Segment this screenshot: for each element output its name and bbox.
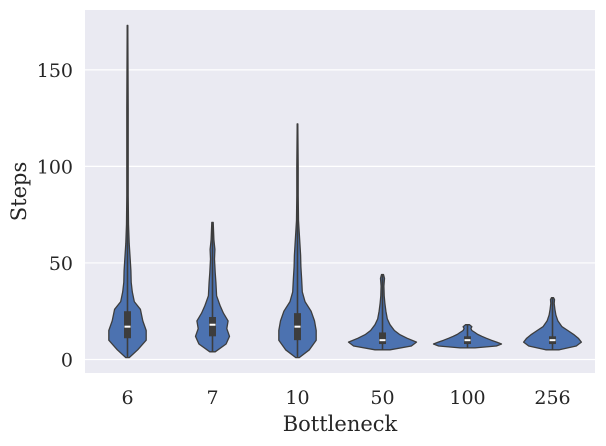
- y-tick-label: 100: [37, 156, 73, 178]
- x-tick-label: 6: [121, 387, 133, 409]
- y-tick-labels: 0 50 100 150: [37, 60, 73, 372]
- x-axis-label: Bottleneck: [283, 412, 398, 436]
- violin-6: [108, 24, 147, 359]
- violin-50: [347, 273, 418, 351]
- x-tick-label: 50: [370, 387, 394, 409]
- violin-100: [432, 324, 503, 349]
- y-axis-label: Steps: [7, 162, 31, 221]
- violin-10: [278, 123, 317, 359]
- iqr-box: [209, 317, 216, 337]
- gridlines: [85, 69, 595, 361]
- iqr-box: [379, 332, 386, 345]
- iqr-box: [124, 311, 131, 339]
- x-tick-label: 10: [285, 387, 309, 409]
- x-tick-label: 100: [449, 387, 485, 409]
- y-tick-label: 150: [37, 60, 73, 82]
- x-tick-label: 7: [206, 387, 218, 409]
- plot-background: [85, 10, 595, 373]
- y-tick-label: 50: [49, 253, 73, 275]
- violin-256: [522, 297, 583, 351]
- violin-7: [194, 221, 231, 353]
- violins: [108, 24, 583, 359]
- x-tick-labels: 6 7 10 50 100 256: [121, 387, 570, 409]
- y-tick-label: 0: [61, 349, 73, 371]
- x-tick-label: 256: [534, 387, 570, 409]
